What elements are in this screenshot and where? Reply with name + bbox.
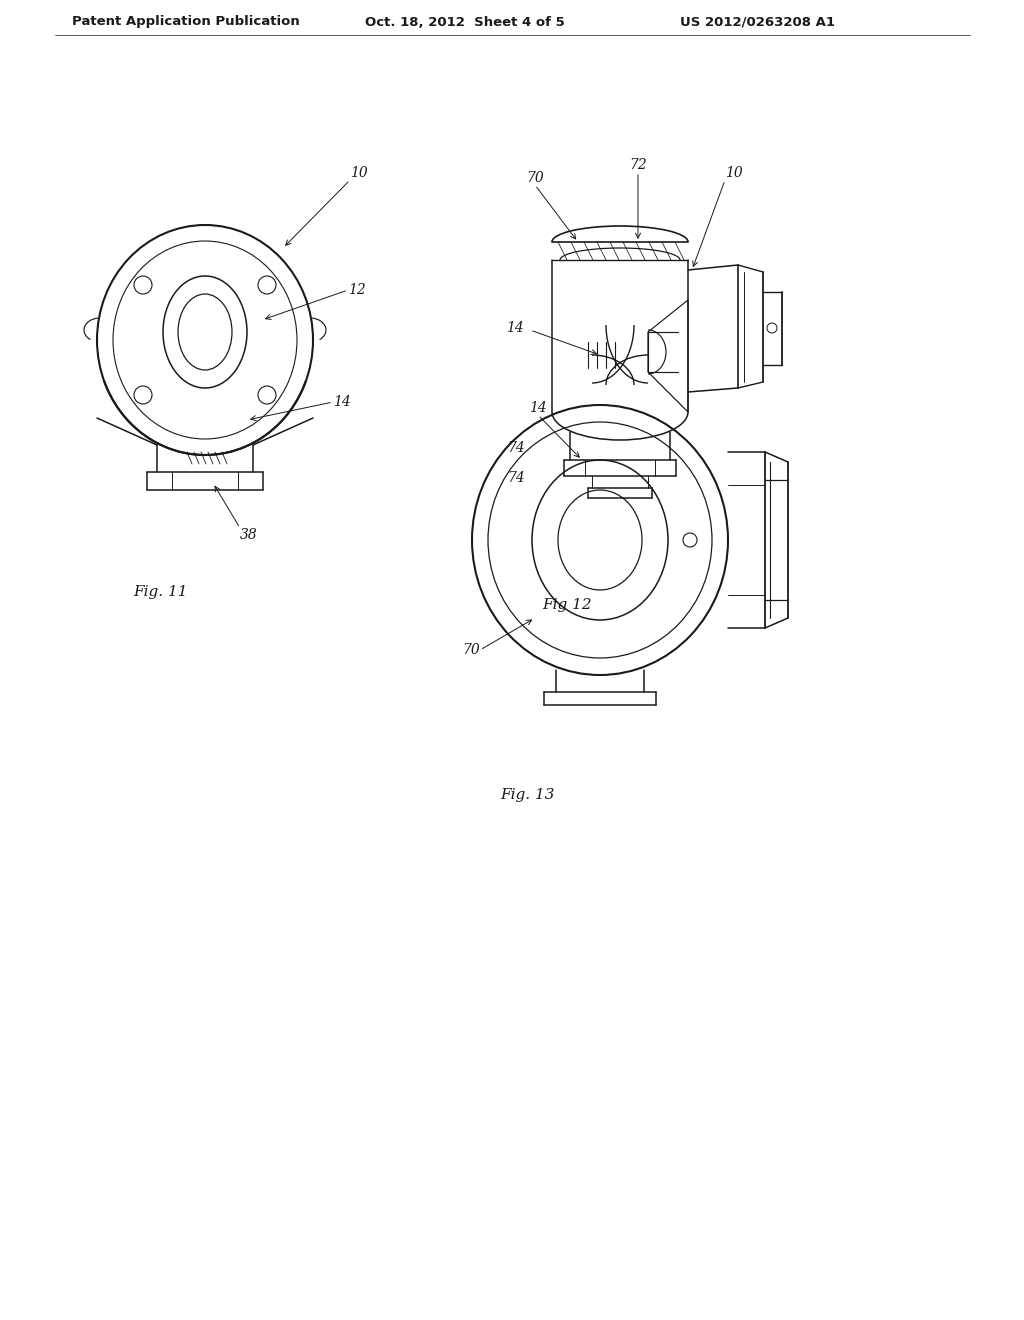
Text: Oct. 18, 2012  Sheet 4 of 5: Oct. 18, 2012 Sheet 4 of 5 <box>365 16 565 29</box>
Text: Fig. 11: Fig. 11 <box>133 585 187 599</box>
Text: US 2012/0263208 A1: US 2012/0263208 A1 <box>680 16 835 29</box>
Text: Fig 12: Fig 12 <box>542 598 592 612</box>
Text: 10: 10 <box>725 166 742 180</box>
Text: 70: 70 <box>526 172 544 185</box>
Text: 74: 74 <box>507 441 525 455</box>
Text: 10: 10 <box>350 166 368 180</box>
Text: Patent Application Publication: Patent Application Publication <box>72 16 300 29</box>
Text: 74: 74 <box>507 471 525 484</box>
Text: 14: 14 <box>529 401 547 414</box>
Text: 70: 70 <box>462 643 480 657</box>
Text: 72: 72 <box>629 158 647 172</box>
Text: 38: 38 <box>240 528 258 543</box>
Text: 14: 14 <box>333 395 351 409</box>
Text: 12: 12 <box>348 282 366 297</box>
Text: 14: 14 <box>506 321 524 335</box>
Text: Fig. 13: Fig. 13 <box>500 788 555 803</box>
